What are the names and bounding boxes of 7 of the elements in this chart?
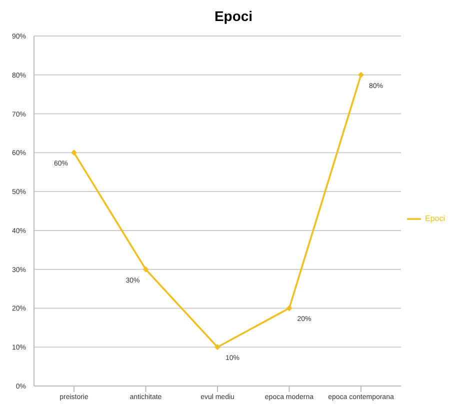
point <box>358 72 364 78</box>
point <box>214 344 220 350</box>
point <box>142 266 149 272</box>
legend-label: Epoci <box>424 214 445 224</box>
point <box>71 150 77 156</box>
chart-title: Epoci <box>213 8 254 26</box>
point <box>286 305 292 312</box>
